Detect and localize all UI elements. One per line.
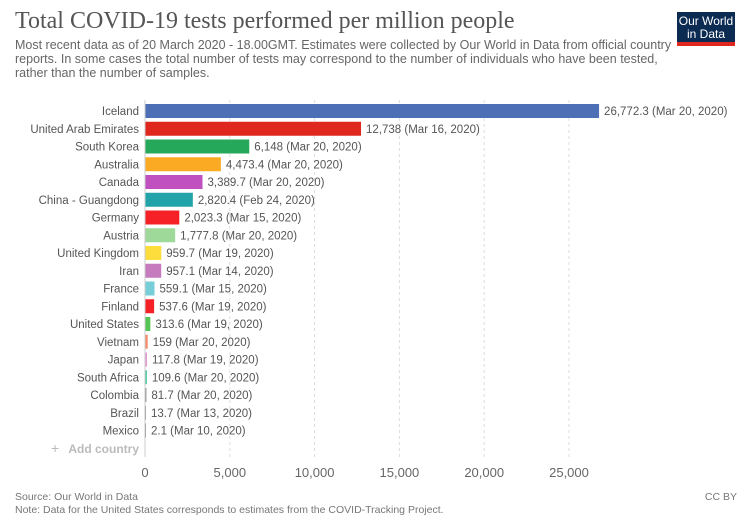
bars: Iceland 26,772.3 (Mar 20, 2020) United Ara… xyxy=(30,104,728,438)
value-label: 109.6 (Mar 20, 2020) xyxy=(152,372,260,384)
category-label: Canada xyxy=(99,177,140,189)
category-label: South Korea xyxy=(75,142,140,154)
logo-line-2: in Data xyxy=(686,27,726,41)
value-label: 959.7 (Mar 19, 2020) xyxy=(166,248,274,260)
source-text: Source: Our World in Data xyxy=(15,491,138,503)
bar[interactable] xyxy=(145,370,147,385)
bar-row[interactable]: United Arab Emirates 12,738 (Mar 16, 2020… xyxy=(30,121,480,136)
bar-chart: Iceland 26,772.3 (Mar 20, 2020) United Ara… xyxy=(30,100,728,480)
category-label: Iran xyxy=(119,266,139,278)
bar-row[interactable]: Iran 957.1 (Mar 14, 2020) xyxy=(119,263,274,278)
bar-row[interactable]: Colombia 81.7 (Mar 20, 2020) xyxy=(90,388,253,402)
bar[interactable] xyxy=(145,139,250,154)
value-label: 2.1 (Mar 10, 2020) xyxy=(151,426,246,438)
bar-row[interactable]: Vietnam 159 (Mar 20, 2020) xyxy=(97,334,251,349)
category-label: Iceland xyxy=(102,106,139,118)
note-text: Note: Data for the United States corresp… xyxy=(15,504,444,516)
value-label: 559.1 (Mar 15, 2020) xyxy=(159,284,267,296)
category-label: Germany xyxy=(92,213,140,225)
category-label: Colombia xyxy=(90,390,139,402)
bar[interactable] xyxy=(145,388,147,402)
bar-row[interactable]: Germany 2,023.3 (Mar 15, 2020) xyxy=(92,210,302,225)
x-tick-label: 25,000 xyxy=(549,465,589,480)
footer: Source: Our World in Data Note: Data for… xyxy=(15,491,444,517)
logo-line-1: Our World xyxy=(678,14,734,28)
bar[interactable] xyxy=(145,157,221,172)
bar[interactable] xyxy=(145,121,362,136)
plus-icon: + xyxy=(51,440,59,456)
value-label: 13.7 (Mar 13, 2020) xyxy=(151,408,252,420)
category-label: United States xyxy=(70,319,139,331)
category-label: Japan xyxy=(108,355,139,367)
value-label: 81.7 (Mar 20, 2020) xyxy=(151,390,252,402)
bar-row[interactable]: China - Guangdong 2,820.4 (Feb 24, 2020) xyxy=(39,192,315,207)
bar[interactable] xyxy=(145,246,162,260)
bar-row[interactable]: France 559.1 (Mar 15, 2020) xyxy=(103,281,267,296)
bar[interactable] xyxy=(145,192,193,207)
value-label: 26,772.3 (Mar 20, 2020) xyxy=(604,106,728,118)
category-label: France xyxy=(103,284,139,296)
category-label: United Arab Emirates xyxy=(30,124,139,136)
add-country-label: Add country xyxy=(68,442,139,456)
x-tick-label: 5,000 xyxy=(214,465,247,480)
value-label: 957.1 (Mar 14, 2020) xyxy=(166,266,274,278)
value-label: 12,738 (Mar 16, 2020) xyxy=(366,124,480,136)
category-label: Finland xyxy=(101,301,139,313)
category-label: Vietnam xyxy=(97,337,139,349)
bar[interactable] xyxy=(145,263,162,278)
bar[interactable] xyxy=(145,317,151,331)
bar-row[interactable]: United States 313.6 (Mar 19, 2020) xyxy=(70,317,263,331)
bar-row[interactable]: Iceland 26,772.3 (Mar 20, 2020) xyxy=(102,104,728,118)
chart-title: Total COVID-19 tests performed per milli… xyxy=(15,8,515,34)
category-label: Mexico xyxy=(103,426,139,438)
bar-row[interactable]: Canada 3,389.7 (Mar 20, 2020) xyxy=(99,175,325,189)
value-label: 159 (Mar 20, 2020) xyxy=(153,337,251,349)
bar-row[interactable]: Austria 1,777.8 (Mar 20, 2020) xyxy=(103,228,297,243)
bar-row[interactable]: Finland 537.6 (Mar 19, 2020) xyxy=(101,299,267,314)
license-link[interactable]: CC BY xyxy=(704,491,737,503)
value-label: 4,473.4 (Mar 20, 2020) xyxy=(226,159,343,171)
bar[interactable] xyxy=(145,352,147,367)
bar[interactable] xyxy=(145,228,176,243)
bar-row[interactable]: South Korea 6,148 (Mar 20, 2020) xyxy=(75,139,362,154)
value-label: 6,148 (Mar 20, 2020) xyxy=(254,142,362,154)
category-label: United Kingdom xyxy=(57,248,139,260)
value-label: 2,023.3 (Mar 15, 2020) xyxy=(184,213,301,225)
bar[interactable] xyxy=(145,210,180,225)
bar[interactable] xyxy=(145,175,203,189)
bar[interactable] xyxy=(145,299,155,314)
chart-subtitle: Most recent data as of 20 March 2020 - 1… xyxy=(15,38,672,80)
category-label: Austria xyxy=(103,230,139,242)
owid-logo[interactable]: Our World in Data xyxy=(677,12,735,46)
value-label: 1,777.8 (Mar 20, 2020) xyxy=(180,230,297,242)
x-tick-label: 10,000 xyxy=(295,465,335,480)
add-country-button[interactable]: + Add country xyxy=(51,440,139,456)
bar-row[interactable]: Australia 4,473.4 (Mar 20, 2020) xyxy=(94,157,343,172)
bar-row[interactable]: United Kingdom 959.7 (Mar 19, 2020) xyxy=(57,246,274,260)
bar[interactable] xyxy=(145,104,600,118)
value-label: 313.6 (Mar 19, 2020) xyxy=(155,319,263,331)
value-label: 537.6 (Mar 19, 2020) xyxy=(159,301,267,313)
x-tick-label: 0 xyxy=(141,465,148,480)
x-tick-label: 20,000 xyxy=(464,465,504,480)
value-label: 2,820.4 (Feb 24, 2020) xyxy=(198,195,315,207)
category-label: South Africa xyxy=(77,372,140,384)
bar-row[interactable]: Japan 117.8 (Mar 19, 2020) xyxy=(108,352,259,367)
category-label: China - Guangdong xyxy=(39,195,139,207)
value-label: 117.8 (Mar 19, 2020) xyxy=(152,355,259,367)
bar-row[interactable]: Brazil 13.7 (Mar 13, 2020) xyxy=(110,405,252,420)
gridlines xyxy=(229,100,570,457)
category-label: Australia xyxy=(94,159,139,171)
value-label: 3,389.7 (Mar 20, 2020) xyxy=(207,177,324,189)
bar-row[interactable]: Mexico 2.1 (Mar 10, 2020) xyxy=(103,423,246,438)
bar[interactable] xyxy=(145,334,148,349)
x-tick-label: 15,000 xyxy=(380,465,420,480)
bar-row[interactable]: South Africa 109.6 (Mar 20, 2020) xyxy=(77,370,260,385)
x-axis-ticks: 0 5,000 10,000 15,000 20,000 25,000 xyxy=(141,465,589,480)
bar[interactable] xyxy=(145,281,155,296)
category-label: Brazil xyxy=(110,408,139,420)
